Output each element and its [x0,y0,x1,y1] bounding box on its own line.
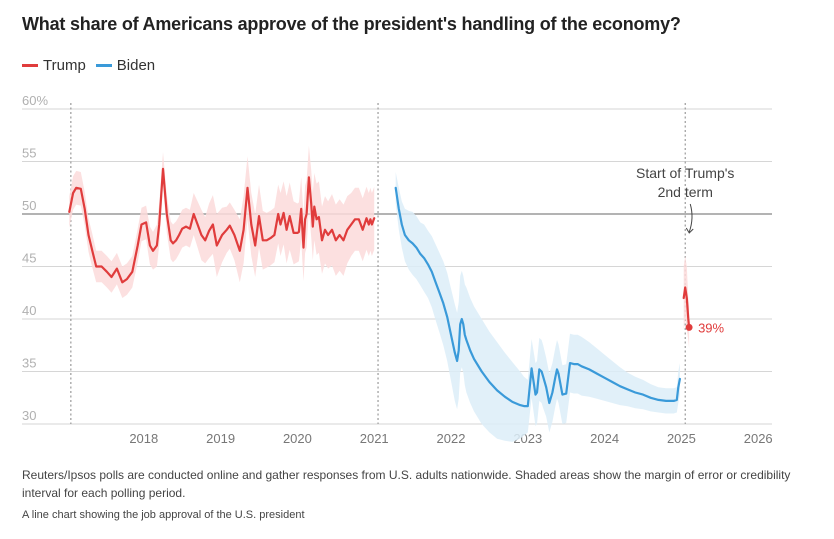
trump-series-line [68,167,376,284]
legend-item-trump: Trump [22,57,86,74]
x-tick-label: 2026 [744,431,773,446]
legend-label-biden: Biden [116,57,156,74]
y-tick-label: 40 [22,303,36,318]
x-tick-label: 2021 [360,431,389,446]
chart-note: Reuters/Ipsos polls are conducted online… [22,468,791,500]
y-tick-label: 60% [22,93,48,108]
legend-label-trump: Trump [43,57,86,74]
annotation-line-0: Start of Trump's [636,165,734,181]
y-tick-label: 50 [22,198,36,213]
legend-item-biden: Biden [95,57,156,74]
biden-series-line [394,186,682,408]
y-tick-label: 35 [22,356,36,371]
trump-series-line [682,286,691,329]
legend-swatch-trump [22,64,38,67]
y-tick-label: 45 [22,251,36,266]
x-tick-label: 2022 [437,431,466,446]
trump-confidence-band [69,145,375,298]
biden-confidence-band [395,172,680,442]
x-tick-label: 2024 [590,431,619,446]
trump-latest-point [685,323,693,331]
chart-caption: A line chart showing the job approval of… [22,509,305,521]
x-tick-label: 2020 [283,431,312,446]
trump-latest-label: 39% [698,320,724,335]
y-tick-label: 55 [22,146,36,161]
legend-swatch-biden [95,64,112,67]
x-tick-label: 2019 [206,431,235,446]
legend: Trump Biden [22,57,165,74]
x-tick-label: 2025 [667,431,696,446]
x-tick-label: 2018 [129,431,158,446]
annotation-arrow-head [685,227,694,234]
annotation-arrow [688,203,693,233]
y-tick-label: 30 [22,408,36,423]
annotation-line-1: 2nd term [658,184,713,200]
chart-title: What share of Americans approve of the p… [22,14,681,34]
